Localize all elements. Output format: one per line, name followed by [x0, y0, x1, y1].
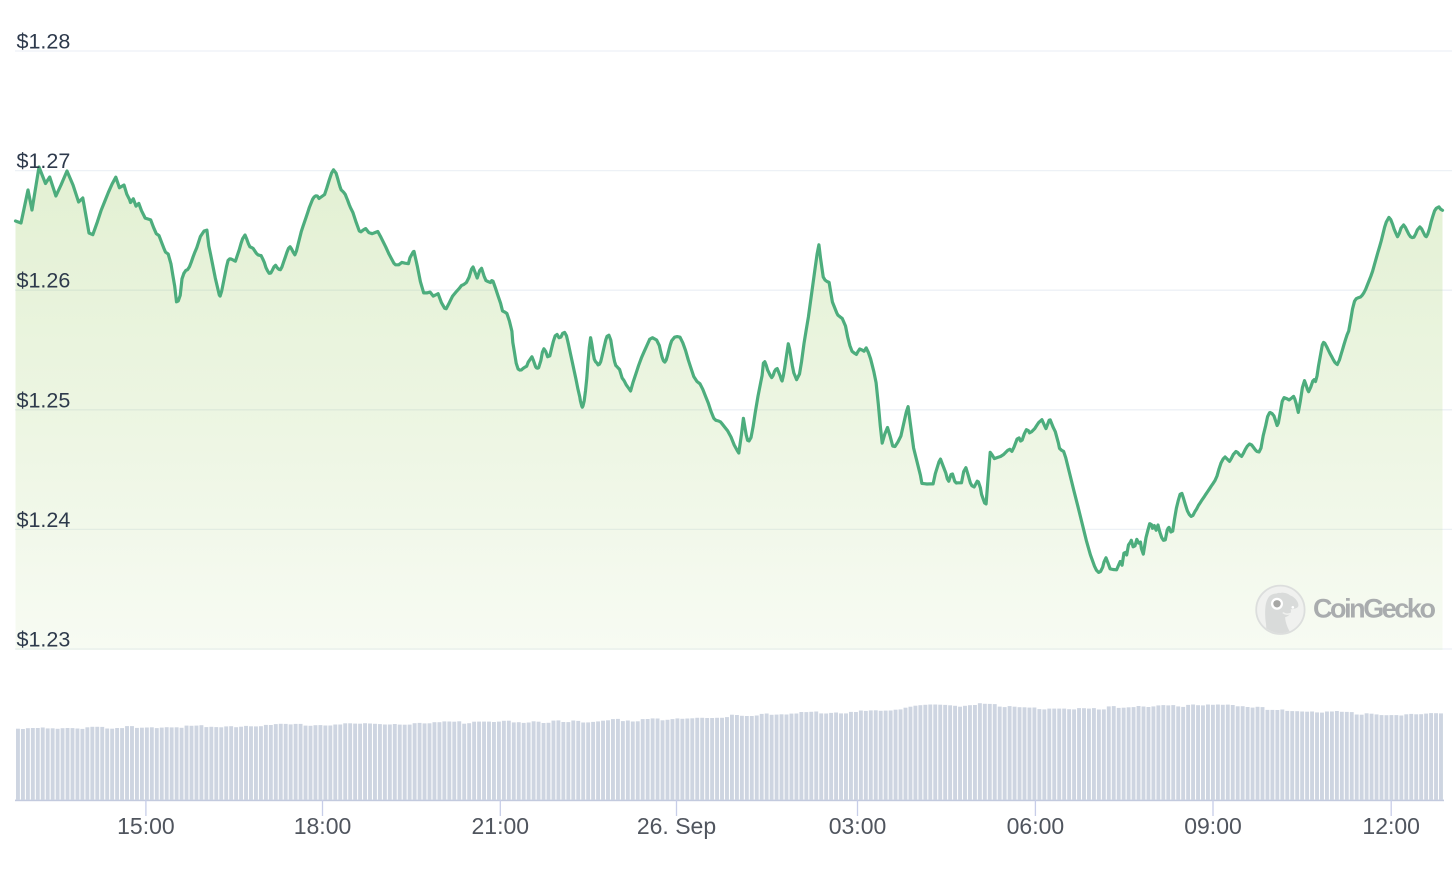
svg-text:09:00: 09:00 — [1184, 813, 1242, 839]
svg-text:06:00: 06:00 — [1007, 813, 1065, 839]
svg-text:$1.27: $1.27 — [17, 149, 71, 173]
svg-text:$1.24: $1.24 — [17, 508, 71, 532]
svg-text:15:00: 15:00 — [117, 813, 175, 839]
svg-text:12:00: 12:00 — [1362, 813, 1420, 839]
svg-text:21:00: 21:00 — [472, 813, 530, 839]
svg-text:26. Sep: 26. Sep — [637, 813, 716, 839]
svg-text:$1.28: $1.28 — [17, 30, 71, 54]
svg-text:03:00: 03:00 — [829, 813, 887, 839]
svg-text:CoinGecko: CoinGecko — [1313, 594, 1436, 624]
svg-text:18:00: 18:00 — [294, 813, 352, 839]
svg-text:$1.26: $1.26 — [17, 269, 71, 293]
svg-text:$1.23: $1.23 — [17, 628, 71, 652]
svg-text:$1.25: $1.25 — [17, 388, 71, 412]
